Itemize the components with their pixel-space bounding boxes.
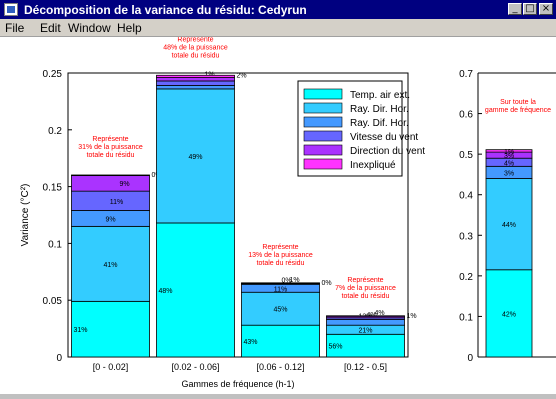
x-tick-label: [0.12 - 0.5]	[344, 362, 387, 372]
bar-segment	[156, 222, 235, 358]
figure-canvas: 0 0.05 0.1 0.15 0.2 0.25 [0 - 0.02] 31% 41% 9% 11%…	[0, 36, 556, 394]
bar-annotation: Représente 7% de la puissance totale du ré…	[335, 277, 396, 300]
segment-label: 9%	[119, 181, 129, 188]
legend-label: Temp. air ext.	[350, 90, 410, 101]
segment-label: 31%	[74, 327, 88, 334]
side-segment-label: 4%	[504, 160, 514, 167]
y-tick-label: 0.05	[43, 296, 63, 307]
legend-label: Ray. Dir. Hor.	[350, 104, 409, 115]
side-segment-label: 3%	[504, 170, 514, 177]
segment-label: 4%	[366, 312, 376, 319]
side-y-tick-label: 0.6	[459, 110, 473, 121]
legend-swatch	[303, 102, 343, 114]
bar-segment	[156, 74, 235, 78]
matlab-figure-icon[interactable]	[4, 3, 18, 16]
minimize-button[interactable]: _	[508, 3, 522, 15]
bar-segment	[71, 174, 150, 177]
side-segment-label: 3%	[504, 153, 514, 160]
segment-label: 9%	[105, 216, 115, 223]
side-y-tick-label: 0.1	[459, 312, 473, 323]
bar-annotation: Représente 48% de la puissance totale du r…	[163, 37, 228, 59]
side-segment-label: 44%	[502, 222, 516, 229]
bar-segment	[156, 88, 235, 224]
side-bar-segment	[485, 269, 533, 358]
segment-label: 1%	[407, 313, 417, 320]
side-y-tick-label: 0.2	[459, 272, 473, 283]
title-bar[interactable]: Décomposition de la variance du résidu: …	[0, 0, 556, 19]
menu-file[interactable]: File	[5, 21, 25, 35]
side-bar-segment	[485, 149, 533, 153]
legend-label: Inexpliqué	[350, 160, 396, 171]
side-annotation: Sur toute la gamme de fréquence	[485, 99, 551, 114]
side-y-tick-label: 0.7	[459, 69, 473, 80]
side-segment-label: 1%	[504, 149, 514, 156]
segment-label: 11%	[274, 286, 288, 293]
menu-help[interactable]: Help	[117, 21, 142, 35]
segment-label: 0%	[322, 280, 332, 287]
segment-label: 41%	[103, 262, 117, 269]
bar-segment	[241, 324, 320, 358]
bar-segment	[156, 77, 235, 82]
bar-segment	[241, 282, 320, 284]
legend-label: Ray. Dif. Hor.	[350, 118, 409, 129]
legend-swatch	[303, 88, 343, 100]
bar-annotation: Représente 31% de la puissance totale du r…	[78, 136, 143, 159]
y-axis-label: Variance (°C²)	[20, 184, 31, 247]
menu-edit[interactable]: Edit	[40, 21, 61, 35]
bar-segment	[71, 174, 150, 192]
side-segment-label: 42%	[502, 311, 516, 318]
legend-swatch	[303, 158, 343, 170]
segment-label: 49%	[188, 154, 202, 161]
x-axis-label: Gammes de fréquence (h-1)	[181, 379, 294, 389]
x-tick-label: [0.06 - 0.12]	[256, 362, 304, 372]
legend-swatch	[303, 116, 343, 128]
side-y-tick-label: 0	[467, 353, 473, 364]
x-tick-label: [0.02 - 0.06]	[171, 362, 219, 372]
segment-label: 4%	[374, 310, 384, 317]
segment-label: 0%	[281, 278, 291, 285]
window-title: Décomposition de la variance du résidu: …	[24, 3, 307, 17]
x-tick-label: [0 - 0.02]	[93, 362, 129, 372]
bar-segment	[71, 300, 150, 358]
legend-swatch	[303, 144, 343, 156]
maximize-button[interactable]: □	[523, 3, 537, 15]
side-bar-segment	[485, 178, 533, 271]
segment-label: 21%	[358, 328, 372, 335]
menu-window[interactable]: Window	[68, 21, 111, 35]
side-y-tick-label: 0.3	[459, 231, 473, 242]
y-tick-label: 0.1	[48, 239, 62, 250]
y-tick-label: 0.2	[48, 126, 62, 137]
segment-label: 2%	[237, 72, 247, 79]
legend-label: Direction du vent	[350, 146, 425, 157]
menu-bar: File Edit Window Help	[0, 19, 556, 37]
segment-label: 45%	[273, 307, 287, 314]
legend-swatch	[303, 130, 343, 142]
side-y-tick-label: 0.5	[459, 150, 473, 161]
close-button[interactable]: ×	[539, 3, 553, 15]
segment-label: 43%	[244, 339, 258, 346]
bar-segment	[326, 315, 405, 317]
chart-svg: 0 0.05 0.1 0.15 0.2 0.25 [0 - 0.02] 31% 41% 9% 11%…	[20, 36, 556, 389]
segment-label: 1%	[289, 277, 299, 284]
segment-label: 48%	[159, 288, 173, 295]
y-tick-label: 0.25	[43, 69, 63, 80]
side-y-tick-label: 0.4	[459, 191, 473, 202]
y-tick-label: 0	[56, 353, 62, 364]
bar-segment	[71, 225, 150, 302]
segment-label: 56%	[329, 344, 343, 351]
legend-label: Vitesse du vent	[350, 132, 418, 143]
bar-annotation: Représente 13% de la puissance totale du r…	[248, 244, 313, 267]
segment-label: 11%	[110, 199, 124, 206]
y-tick-label: 0.15	[43, 183, 63, 194]
